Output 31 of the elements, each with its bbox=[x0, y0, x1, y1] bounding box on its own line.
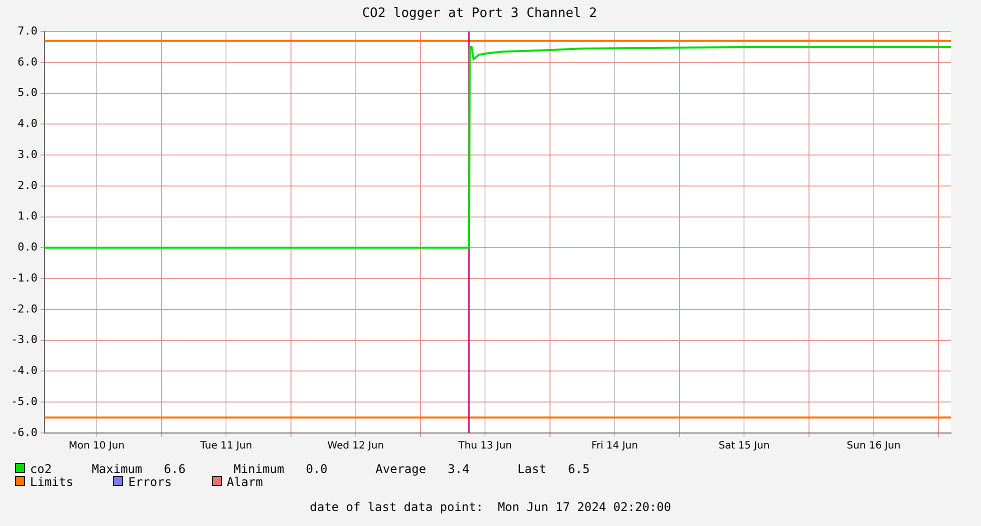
y-tick-label: 4.0 bbox=[18, 117, 38, 130]
x-tick-label: Fri 14 Jun bbox=[591, 440, 638, 452]
legend-label: Errors bbox=[127, 475, 172, 489]
y-tick-label: 1.0 bbox=[18, 210, 38, 223]
legend-label: co2 bbox=[29, 462, 52, 476]
y-tick-label: -6.0 bbox=[10, 426, 38, 439]
y-tick-label: 5.0 bbox=[18, 86, 38, 100]
legend-label: Alarm bbox=[226, 475, 263, 489]
x-tick-label: Sat 15 Jun bbox=[718, 440, 770, 452]
text: Last 6.5 bbox=[517, 462, 590, 476]
y-tick-label: 6.0 bbox=[18, 55, 38, 68]
x-tick-label: Tue 11 Jun bbox=[199, 440, 252, 452]
text: Average 3.4 bbox=[376, 462, 470, 476]
chart-title: CO2 logger at Port 3 Channel 2 bbox=[362, 6, 597, 22]
legend-label: Limits bbox=[29, 475, 74, 489]
y-tick-label: -5.0 bbox=[10, 394, 38, 408]
text: date of last data point: Mon Jun 17 2024 02:20:00 bbox=[308, 500, 672, 514]
y-tick-label: 2.0 bbox=[18, 178, 38, 192]
x-tick-label: Thu 13 Jun bbox=[457, 440, 512, 452]
y-tick-label: 3.0 bbox=[18, 148, 38, 161]
y-tick-label: -1.0 bbox=[10, 271, 38, 284]
x-tick-label: Mon 10 Jun bbox=[68, 440, 125, 452]
text: Maximum 6.6 bbox=[92, 462, 186, 476]
text: Minimum 0.0 bbox=[234, 462, 328, 476]
y-tick-label: -4.0 bbox=[10, 364, 38, 378]
x-tick-label: Wed 12 Jun bbox=[327, 440, 384, 452]
y-tick-label: -3.0 bbox=[10, 333, 38, 346]
x-tick-label: Sun 16 Jun bbox=[846, 440, 901, 452]
y-tick-label: 7.0 bbox=[18, 24, 38, 38]
y-tick-label: 0.0 bbox=[18, 240, 38, 254]
y-tick-label: -2.0 bbox=[10, 302, 38, 316]
